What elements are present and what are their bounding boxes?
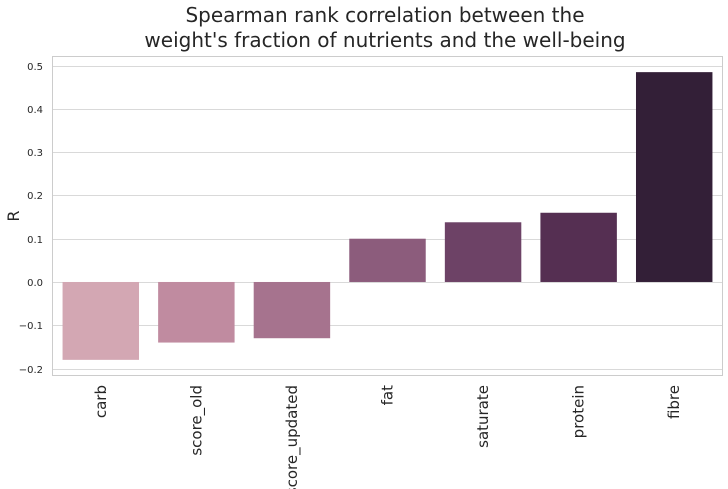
y-tick-label: 0.2 — [27, 191, 43, 202]
x-tick-label: score_old — [187, 385, 206, 456]
bar-fibre — [635, 72, 713, 282]
chart-title-line-1: Spearman rank correlation between the — [185, 3, 584, 27]
x-tick-labels: carb score_old score_updated fat saturate pro… — [92, 385, 683, 489]
chart-title-line-2: weight's fraction of nutrients and the w… — [144, 28, 625, 52]
x-tick-label: saturate — [474, 385, 492, 448]
bar-carb — [62, 281, 140, 360]
x-tick-label: score_updated — [283, 385, 302, 489]
x-tick-label: fat — [379, 385, 397, 405]
y-tick-label: 0.0 — [27, 278, 43, 289]
y-tick-label: −0.1 — [19, 321, 43, 332]
y-tick-label: −0.2 — [19, 365, 43, 376]
x-tick-label: protein — [570, 385, 588, 438]
y-tick-label: 0.3 — [27, 148, 43, 159]
y-tick-label: 0.5 — [27, 62, 43, 73]
x-tick-label: carb — [92, 385, 110, 418]
y-tick-labels: −0.2 −0.1 0.0 0.1 0.2 0.3 0.4 0.5 — [19, 62, 43, 376]
y-tick-label: 0.4 — [27, 105, 43, 116]
bar-score-updated — [253, 281, 331, 339]
bar-saturate — [444, 222, 522, 282]
bar-score-old — [158, 281, 235, 343]
x-tick-label: fibre — [665, 385, 683, 419]
bar-protein — [540, 212, 617, 282]
plot-frame — [52, 56, 723, 376]
bars — [62, 72, 713, 360]
bar-fat — [349, 238, 426, 282]
y-tick-label: 0.1 — [27, 235, 43, 246]
grid-lines — [53, 66, 722, 370]
y-axis-label: R — [4, 210, 23, 221]
